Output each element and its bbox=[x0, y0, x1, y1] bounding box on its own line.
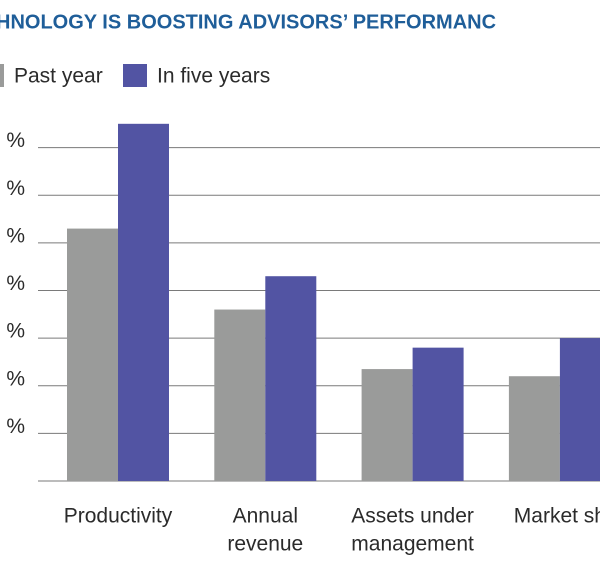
y-tick-label: % bbox=[6, 367, 25, 390]
x-tick-label: Assets under bbox=[351, 505, 474, 528]
x-tick-label: management bbox=[351, 533, 474, 556]
x-tick-label: Market sh bbox=[514, 505, 600, 528]
bar bbox=[559, 338, 600, 481]
y-tick-label: % bbox=[6, 129, 25, 152]
legend-label: Past year bbox=[14, 65, 103, 88]
bar bbox=[265, 276, 317, 481]
y-tick-label: % bbox=[6, 272, 25, 295]
bar bbox=[412, 347, 464, 481]
bar bbox=[214, 309, 266, 481]
legend-swatch bbox=[0, 64, 4, 87]
x-tick-label: Productivity bbox=[64, 505, 173, 528]
y-tick-label: % bbox=[6, 320, 25, 343]
y-tick-label: % bbox=[6, 177, 25, 200]
legend-label: In five years bbox=[157, 65, 270, 88]
y-tick-label: % bbox=[6, 415, 25, 438]
bar bbox=[118, 123, 169, 481]
x-tick-label: Annual bbox=[233, 505, 298, 528]
x-tick-label: revenue bbox=[227, 533, 303, 556]
chart-title: HNOLOGY IS BOOSTING ADVISORS’ PERFORMANC bbox=[0, 11, 496, 33]
bar bbox=[508, 376, 560, 481]
bar bbox=[361, 369, 413, 481]
bar bbox=[67, 228, 118, 481]
legend-swatch bbox=[123, 64, 147, 87]
y-tick-label: % bbox=[6, 224, 25, 247]
